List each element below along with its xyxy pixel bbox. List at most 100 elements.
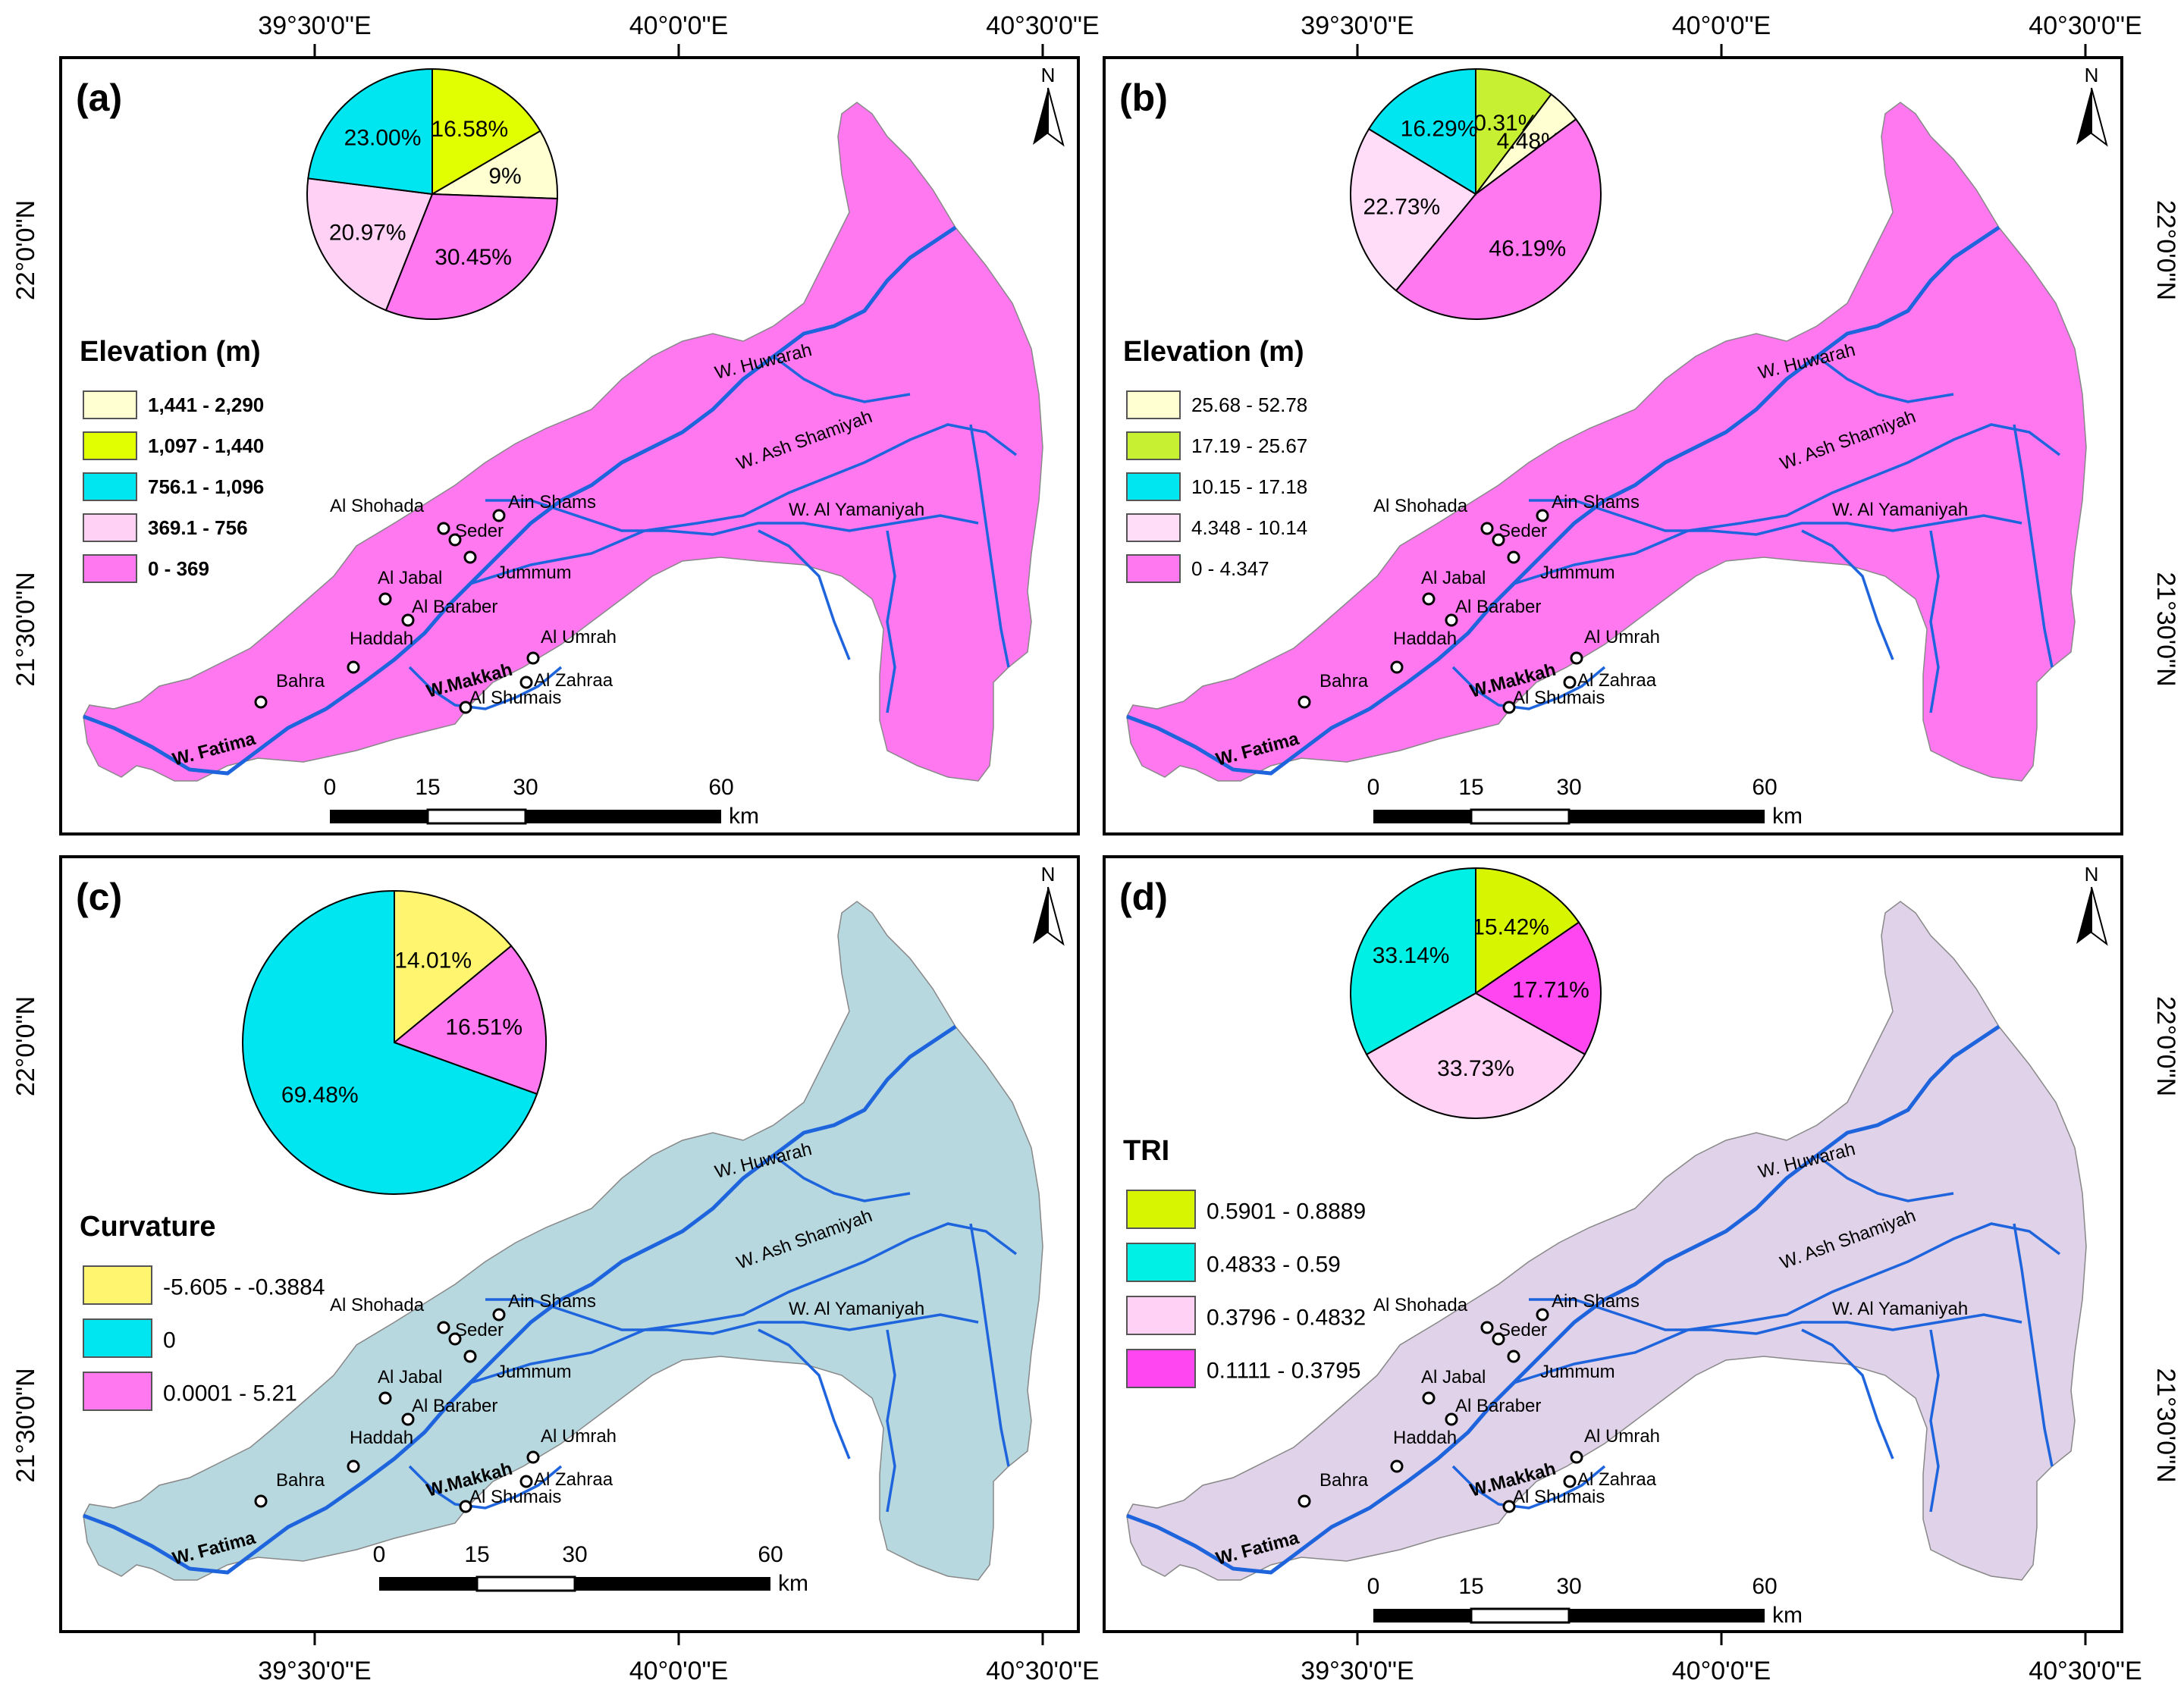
place-label: Haddah	[350, 1428, 413, 1448]
place-marker	[519, 1475, 533, 1488]
north-arrow	[2076, 88, 2091, 145]
place-marker	[1480, 1321, 1494, 1334]
legend-title: Elevation (m)	[1123, 336, 1304, 368]
river-line	[969, 424, 1010, 668]
place-label: Bahra	[276, 671, 325, 691]
place-marker	[1445, 1412, 1458, 1426]
place-marker	[378, 1391, 392, 1405]
pie-slice	[1475, 867, 1580, 995]
place-label: Ain Shams	[1552, 1291, 1640, 1312]
legend-swatch	[1126, 513, 1181, 542]
river-line	[1126, 225, 2000, 776]
legend-label: 0 - 369	[148, 557, 209, 580]
river-line	[485, 1298, 979, 1335]
legend-swatch	[83, 431, 137, 460]
place-label: Seder	[1498, 521, 1547, 541]
place-marker	[378, 592, 392, 606]
scale-label: 60	[1752, 775, 1777, 800]
north-arrow	[2076, 887, 2091, 944]
scale-bar	[1373, 1609, 1471, 1622]
legend-swatch	[83, 390, 137, 419]
pie-slice	[1474, 921, 1602, 1056]
pie-label: 30.45%	[435, 245, 512, 270]
scale-label: 15	[1458, 1574, 1483, 1599]
axis-label-right: 22°0'0"N	[2151, 200, 2180, 300]
scale-label: 15	[1458, 775, 1483, 800]
place-marker	[347, 660, 360, 674]
place-marker	[1298, 695, 1311, 709]
axis-label-left: 21°30'0"N	[11, 1368, 40, 1482]
north-arrow	[1033, 88, 1048, 145]
place-label: Jummum	[497, 563, 572, 583]
river-line	[2013, 1223, 2054, 1467]
scale-bar	[475, 1575, 576, 1592]
pie-slice	[241, 889, 538, 1195]
river-line	[1126, 1024, 2000, 1575]
legend-swatch	[83, 1318, 152, 1358]
place-marker	[1563, 1475, 1577, 1488]
pie-slice	[384, 193, 558, 320]
scale-label: 15	[415, 775, 440, 800]
place-marker	[1502, 701, 1516, 714]
place-label: Al Umrah	[1584, 627, 1660, 647]
place-label: Haddah	[1393, 629, 1457, 649]
place-marker	[519, 676, 533, 689]
panel-letter: (d)	[1119, 876, 1168, 918]
river-line	[1451, 666, 1606, 710]
pie-label: 9%	[488, 164, 521, 189]
river-line	[408, 1465, 563, 1510]
legend-swatch	[1126, 431, 1181, 460]
place-label: Al Baraber	[1455, 1396, 1541, 1416]
wadi-label: W. Al Yamaniyah	[1832, 500, 1968, 520]
place-marker	[1390, 1459, 1404, 1473]
river-line	[469, 1222, 1018, 1384]
place-label: Al Baraber	[412, 597, 497, 617]
scale-label: 0	[373, 1542, 386, 1567]
axis-label-bottom: 39°30'0"E	[258, 1657, 371, 1685]
place-marker	[254, 1494, 268, 1508]
pie-slice	[306, 177, 434, 312]
basin-area	[1126, 102, 2087, 782]
scale-bar	[526, 810, 721, 823]
place-marker	[347, 1459, 360, 1473]
pie-label: 20.97%	[329, 220, 406, 245]
legend-swatch	[83, 472, 137, 501]
river-line	[83, 225, 957, 776]
basin-area	[1126, 901, 2087, 1581]
legend-label: 0.5901 - 0.8889	[1207, 1199, 1366, 1224]
axis-label-top: 40°0'0"E	[629, 11, 728, 40]
place-marker	[1492, 533, 1505, 547]
place-label: Jummum	[1540, 563, 1615, 583]
legend-title: Curvature	[80, 1211, 216, 1243]
axis-label-left: 22°0'0"N	[11, 996, 40, 1096]
scale-unit: km	[729, 804, 759, 829]
place-label: Al Zahraa	[1577, 1469, 1657, 1490]
scale-bar	[1470, 808, 1571, 825]
scale-unit: km	[1772, 804, 1803, 829]
place-label: Al Shumais	[469, 1487, 561, 1507]
place-label: Al Shohada	[330, 496, 425, 516]
scale-label: 60	[708, 775, 733, 800]
place-label: Haddah	[1393, 1428, 1457, 1448]
north-arrow	[1047, 87, 1065, 147]
scale-bar	[1373, 810, 1471, 823]
wadi-label: W. Al Yamaniyah	[789, 1299, 924, 1319]
pie-slice	[1395, 118, 1602, 320]
panel-letter: (a)	[76, 77, 122, 119]
axis-label-bottom: 40°0'0"E	[1672, 1657, 1771, 1685]
place-marker	[526, 651, 540, 665]
place-label: Ain Shams	[508, 492, 596, 513]
place-label: Al Zahraa	[534, 1469, 613, 1490]
river-line	[1815, 1154, 1954, 1202]
legend-label: 369.1 - 756	[148, 516, 248, 539]
axis-label-top: 40°30'0"E	[2029, 11, 2142, 40]
legend-label: 0	[163, 1328, 176, 1353]
pie-label: 16.58%	[431, 117, 508, 142]
river-line	[1801, 1328, 1894, 1459]
legend-swatch	[1126, 390, 1181, 419]
place-marker	[1298, 1494, 1311, 1508]
axis-label-top: 40°30'0"E	[986, 11, 1099, 40]
place-marker	[526, 1450, 540, 1464]
axis-label-top: 40°0'0"E	[1672, 11, 1771, 40]
